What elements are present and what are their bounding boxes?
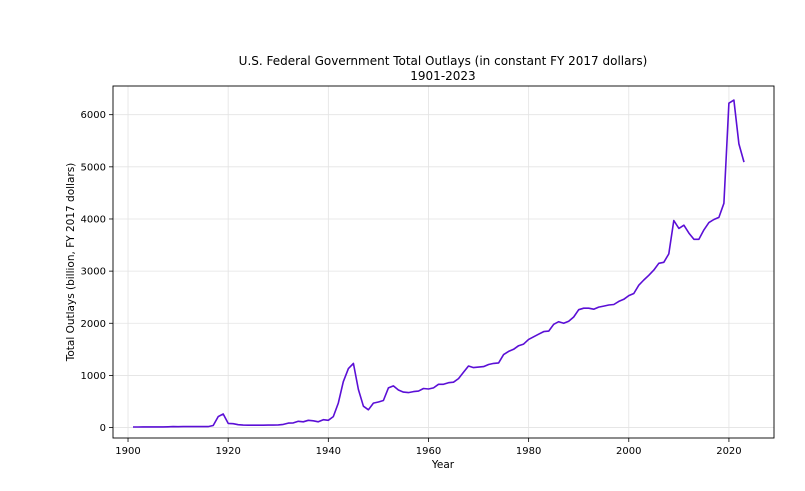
series-line — [133, 99, 745, 428]
plot-frame — [112, 85, 775, 439]
x-tick-label: 2020 — [716, 446, 741, 457]
x-tick-label: 2000 — [616, 446, 641, 457]
y-tick-label: 2000 — [81, 319, 106, 330]
x-tick-label: 1900 — [115, 446, 140, 457]
y-tick-label: 0 — [100, 423, 106, 434]
x-tick-label: 1940 — [316, 446, 341, 457]
y-tick-label: 5000 — [81, 162, 106, 173]
y-tick-label: 3000 — [81, 267, 106, 278]
chart-subtitle: 1901-2023 — [410, 69, 475, 83]
y-tick-label: 4000 — [81, 214, 106, 225]
series-layer — [133, 99, 745, 428]
y-tick-label: 6000 — [81, 110, 106, 121]
x-tick-label: 1980 — [516, 446, 541, 457]
x-axis-label: Year — [431, 459, 455, 471]
x-tick-label: 1920 — [215, 446, 240, 457]
y-tick-label: 1000 — [81, 371, 106, 382]
grid-lines — [113, 86, 774, 438]
x-axis-ticks: 1900 1920 1940 1960 1980 2000 2020 — [115, 438, 742, 457]
y-axis-ticks: 0 1000 2000 3000 4000 5000 6000 — [81, 110, 113, 434]
y-axis-label: Total Outlays (billion, FY 2017 dollars) — [65, 163, 77, 363]
chart-title: U.S. Federal Government Total Outlays (i… — [239, 54, 648, 68]
x-tick-label: 1960 — [416, 446, 441, 457]
